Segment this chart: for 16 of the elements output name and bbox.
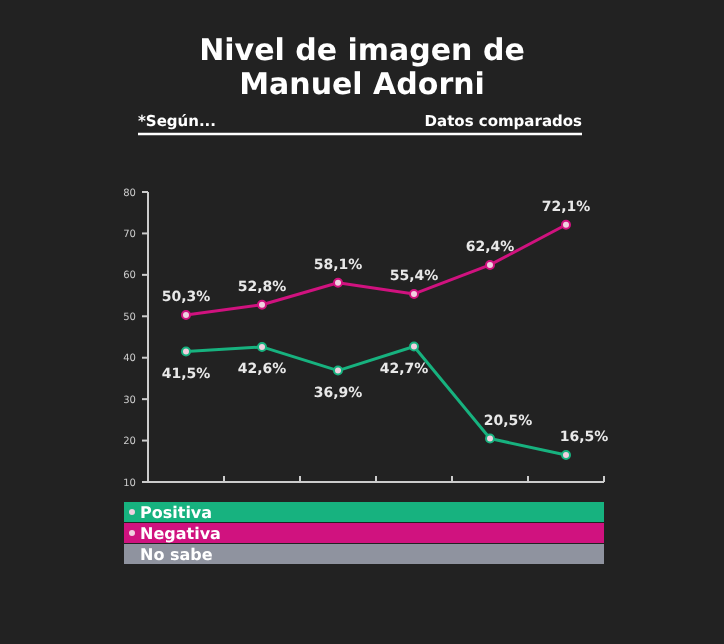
point xyxy=(409,288,419,299)
point xyxy=(333,365,343,376)
point xyxy=(181,346,191,357)
point xyxy=(181,310,191,321)
point xyxy=(333,277,343,288)
point xyxy=(485,433,495,444)
legend-label: Negativa xyxy=(140,525,221,543)
point xyxy=(561,450,571,461)
point xyxy=(257,299,267,310)
legend-label: Positiva xyxy=(140,504,213,522)
chart-title: Nivel de imagen de Manuel Adorni xyxy=(199,32,525,102)
point xyxy=(257,341,267,352)
point xyxy=(561,219,571,230)
point xyxy=(409,341,419,352)
legend-label: No sabe xyxy=(140,546,214,564)
point xyxy=(485,259,495,270)
